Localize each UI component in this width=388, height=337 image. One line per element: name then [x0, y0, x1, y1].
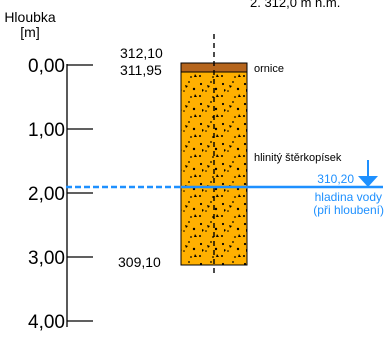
layer-label-topsoil: ornice — [254, 63, 284, 75]
depth-tick-label-3: 3,00 — [28, 248, 65, 269]
depth-tick-label-4: 4,00 — [28, 312, 65, 333]
elevation-layer-boundary: 311,95 — [120, 62, 162, 78]
layer-label-gravel-sand: hlinitý štěrkopísek — [254, 152, 342, 164]
elevation-top: 312,10 — [120, 45, 163, 61]
top-cut-text: 2. 312,0 m n.m. — [250, 0, 340, 10]
water-elevation: 310,20 — [317, 172, 354, 186]
depth-tick-label-2: 2,00 — [28, 184, 65, 205]
depth-tick-label-0: 0,00 — [28, 56, 65, 77]
depth-axis-ticks: 0,00 1,00 2,00 3,00 4,00 — [28, 56, 93, 333]
elevation-bottom: 309,10 — [118, 254, 161, 270]
water-label-line2: (při hloubení) — [313, 203, 384, 217]
water-level-icon — [358, 176, 378, 187]
depth-axis-title: Hloubka — [4, 9, 56, 25]
depth-tick-label-1: 1,00 — [28, 120, 65, 141]
depth-axis-unit: [m] — [20, 24, 39, 40]
water-label-line1: hladina vody — [315, 190, 382, 204]
